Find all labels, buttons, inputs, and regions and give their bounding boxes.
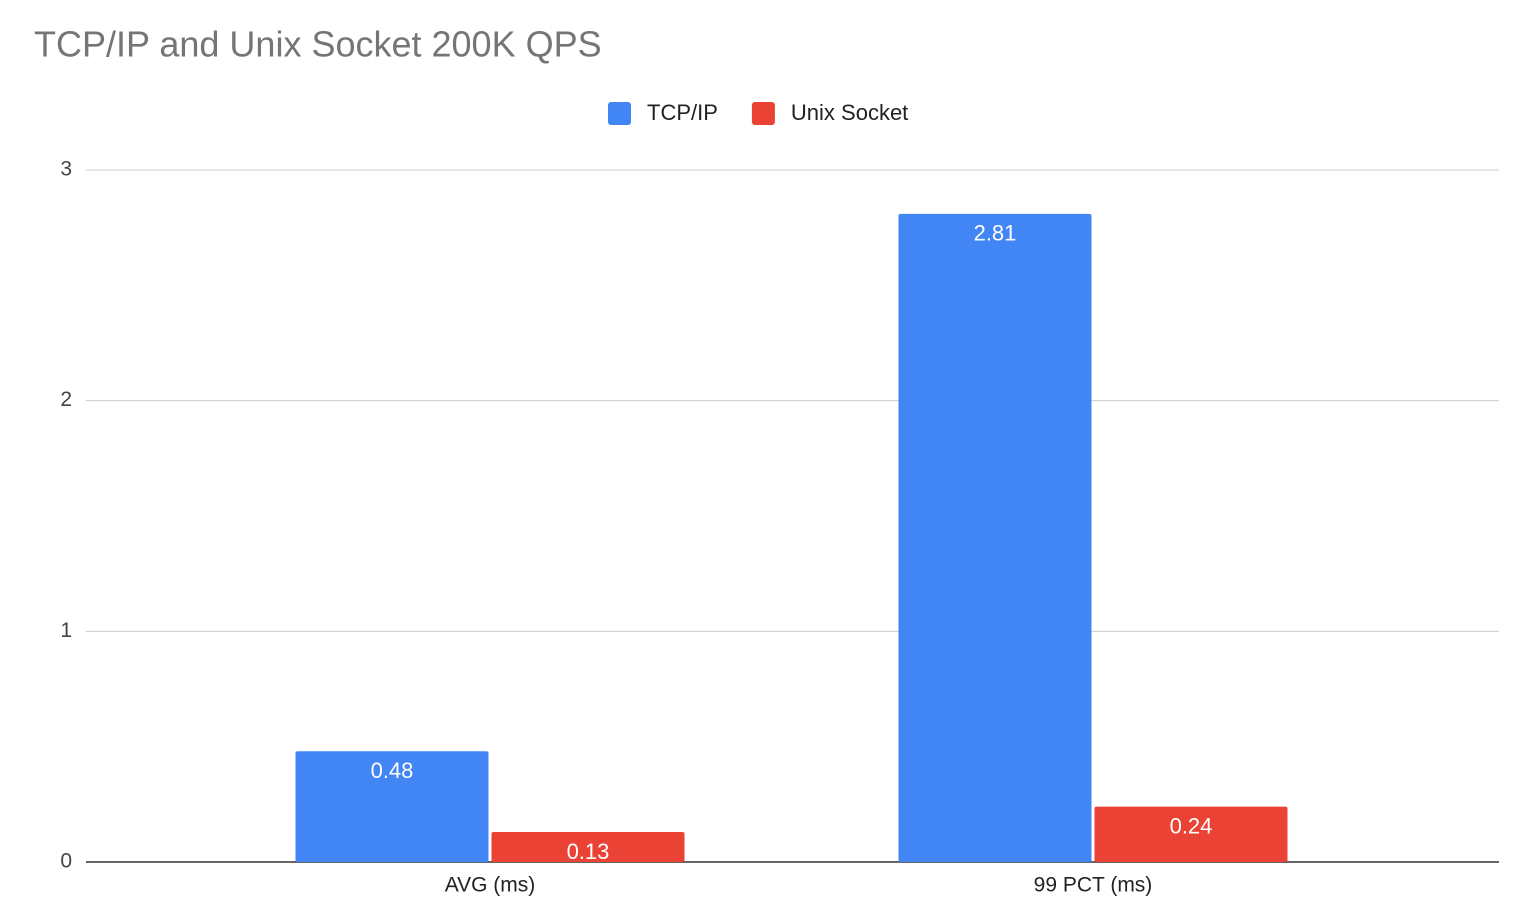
legend-label: Unix Socket [791, 100, 908, 125]
legend-swatch [608, 102, 631, 125]
data-label: 2.81 [974, 221, 1017, 246]
bar [898, 213, 1092, 862]
y-tick-label: 1 [60, 619, 72, 642]
legend-label: TCP/IP [647, 100, 718, 125]
bar [1094, 806, 1288, 862]
data-label: 0.48 [371, 758, 414, 783]
y-tick-label: 3 [60, 158, 72, 181]
bar [491, 832, 685, 862]
y-tick-label: 2 [60, 388, 72, 411]
data-label: 0.24 [1170, 813, 1213, 838]
data-label: 0.13 [567, 839, 610, 864]
chart-title: TCP/IP and Unix Socket 200K QPS [34, 24, 602, 65]
bar [295, 751, 489, 862]
x-tick-label: 99 PCT (ms) [1034, 874, 1153, 897]
x-tick-label: AVG (ms) [445, 874, 536, 897]
y-tick-label: 0 [60, 850, 72, 873]
legend-swatch [751, 102, 775, 125]
